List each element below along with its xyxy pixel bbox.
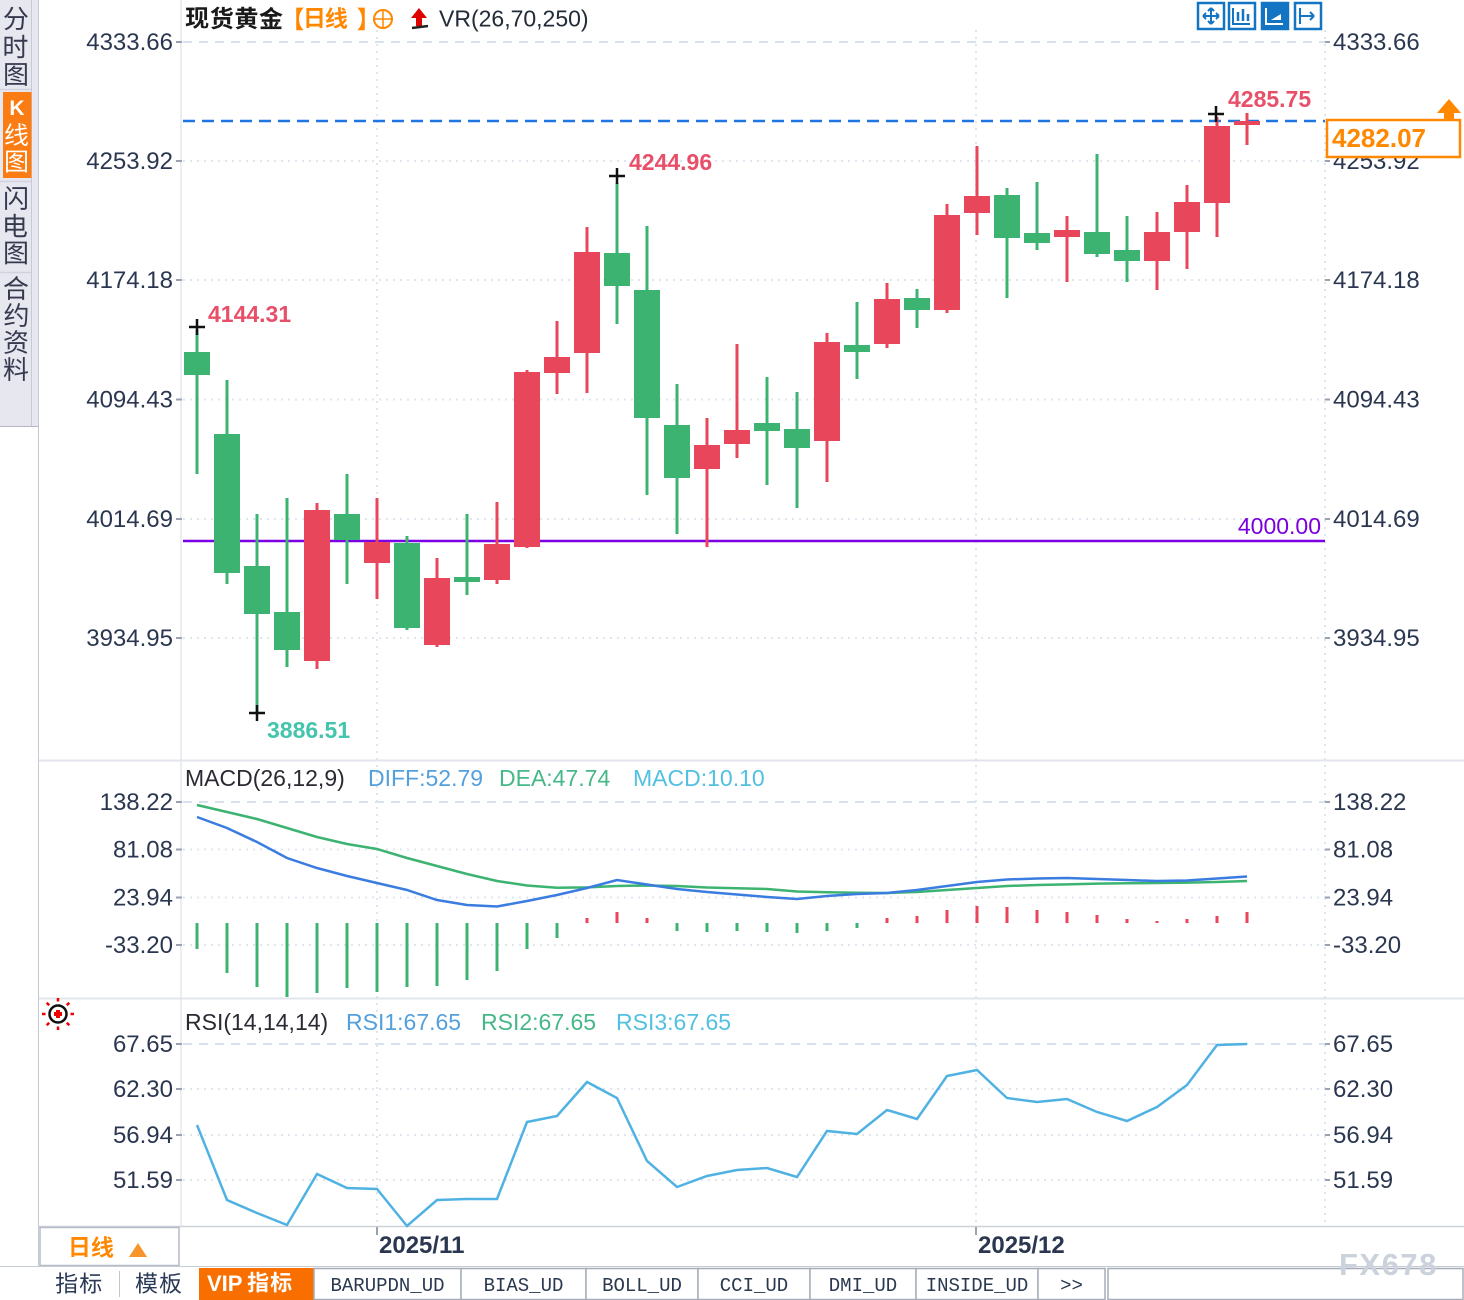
svg-text:56.94: 56.94 xyxy=(113,1122,173,1149)
svg-text:4144.31: 4144.31 xyxy=(208,301,291,327)
svg-text:RSI2:67.65: RSI2:67.65 xyxy=(481,1009,596,1035)
svg-text:4174.18: 4174.18 xyxy=(1333,267,1420,294)
svg-text:MACD:10.10: MACD:10.10 xyxy=(633,765,765,791)
svg-text:K: K xyxy=(9,97,24,120)
svg-text:51.59: 51.59 xyxy=(113,1167,173,1194)
svg-text:MACD(26,12,9): MACD(26,12,9) xyxy=(185,765,345,791)
svg-text:23.94: 23.94 xyxy=(1333,885,1393,912)
svg-text:56.94: 56.94 xyxy=(1333,1122,1393,1149)
svg-text:2025/12: 2025/12 xyxy=(978,1232,1065,1259)
svg-text:62.30: 62.30 xyxy=(1333,1076,1393,1103)
svg-text:4333.66: 4333.66 xyxy=(1333,29,1420,56)
svg-text:4014.69: 4014.69 xyxy=(1333,506,1420,533)
svg-text:>>: >> xyxy=(1060,1275,1083,1297)
svg-text:23.94: 23.94 xyxy=(113,885,173,912)
svg-text:FX678: FX678 xyxy=(1339,1247,1438,1282)
svg-text:RSI3:67.65: RSI3:67.65 xyxy=(616,1009,731,1035)
svg-text:4333.66: 4333.66 xyxy=(86,29,173,56)
svg-text:CCI_UD: CCI_UD xyxy=(720,1275,788,1297)
svg-text:138.22: 138.22 xyxy=(1333,789,1406,816)
svg-text:DIFF:52.79: DIFF:52.79 xyxy=(368,765,483,791)
svg-text:-33.20: -33.20 xyxy=(1333,932,1401,959)
svg-text:81.08: 81.08 xyxy=(113,837,173,864)
svg-text:62.30: 62.30 xyxy=(113,1076,173,1103)
svg-text:4000.00: 4000.00 xyxy=(1238,513,1321,539)
svg-text:3934.95: 3934.95 xyxy=(1333,625,1420,652)
svg-text:4253.92: 4253.92 xyxy=(86,148,173,175)
svg-text:4094.43: 4094.43 xyxy=(86,387,173,414)
svg-text:VIP: VIP xyxy=(207,1271,242,1296)
svg-text:BIAS_UD: BIAS_UD xyxy=(484,1275,564,1297)
svg-text:3886.51: 3886.51 xyxy=(267,717,350,743)
svg-text:81.08: 81.08 xyxy=(1333,837,1393,864)
svg-text:4285.75: 4285.75 xyxy=(1228,86,1311,112)
svg-text:DMI_UD: DMI_UD xyxy=(829,1275,897,1297)
svg-text:4244.96: 4244.96 xyxy=(629,149,712,175)
svg-text:DEA:47.74: DEA:47.74 xyxy=(499,765,610,791)
svg-text:4014.69: 4014.69 xyxy=(86,506,173,533)
svg-text:3934.95: 3934.95 xyxy=(86,625,173,652)
svg-text:RSI1:67.65: RSI1:67.65 xyxy=(346,1009,461,1035)
svg-text:51.59: 51.59 xyxy=(1333,1167,1393,1194)
svg-text:BOLL_UD: BOLL_UD xyxy=(602,1275,682,1297)
svg-text:2025/11: 2025/11 xyxy=(379,1232,464,1259)
svg-text:4094.43: 4094.43 xyxy=(1333,387,1420,414)
svg-text:138.22: 138.22 xyxy=(100,789,173,816)
svg-text:4282.07: 4282.07 xyxy=(1332,123,1426,153)
svg-text:BARUPDN_UD: BARUPDN_UD xyxy=(330,1275,444,1297)
svg-text:4174.18: 4174.18 xyxy=(86,267,173,294)
svg-text:VR(26,70,250): VR(26,70,250) xyxy=(439,6,589,32)
svg-text:INSIDE_UD: INSIDE_UD xyxy=(926,1275,1029,1297)
svg-text:RSI(14,14,14): RSI(14,14,14) xyxy=(185,1009,328,1035)
svg-text:67.65: 67.65 xyxy=(1333,1031,1393,1058)
svg-text:67.65: 67.65 xyxy=(113,1031,173,1058)
svg-text:-33.20: -33.20 xyxy=(105,932,173,959)
